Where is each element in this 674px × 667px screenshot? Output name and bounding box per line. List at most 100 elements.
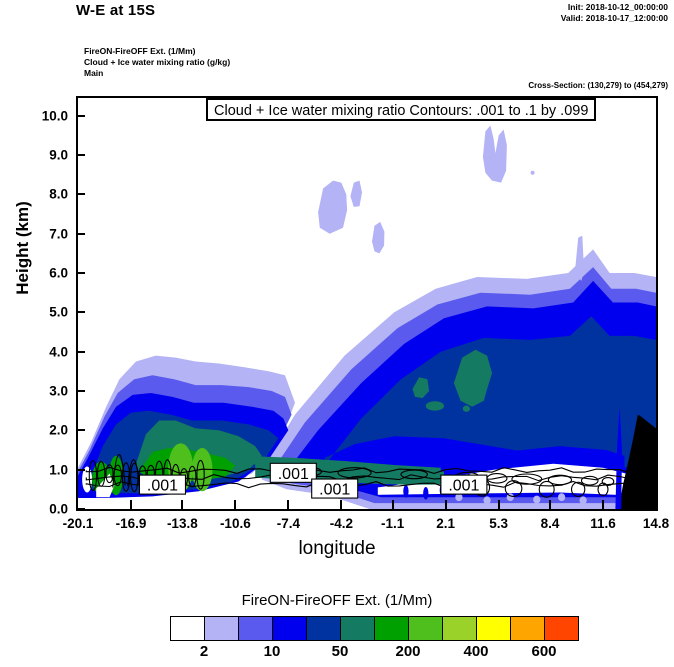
plume-spike	[574, 235, 584, 281]
y-tick-mark	[76, 390, 85, 392]
contour-cell-0	[88, 460, 98, 492]
x-tick-label: -10.6	[219, 516, 251, 531]
colorbar-cell	[374, 616, 409, 641]
contour-cell-12	[188, 465, 197, 488]
colorbar-tick-label: 50	[331, 643, 349, 660]
x-tick-mark	[497, 500, 500, 509]
upper-cloud-right	[482, 125, 507, 183]
colorbar-cell	[408, 616, 443, 641]
colorbar-cell	[340, 616, 375, 641]
x-tick-label: -1.1	[381, 516, 405, 531]
x-tick-mark	[391, 500, 394, 509]
colorbar-cell	[238, 616, 273, 641]
low-blue-speck-1	[423, 486, 429, 500]
contour-cell-2	[105, 464, 114, 484]
field-description: FireON-FireOFF Ext. (1/Mm) Cloud + Ice w…	[84, 46, 230, 80]
colorbar-cell	[170, 616, 205, 641]
contour-cell-4	[121, 462, 131, 492]
y-tick-label: 5.0	[49, 304, 68, 320]
y-tick-label: 6.0	[49, 265, 68, 281]
green-island-centre	[453, 349, 492, 407]
x-tick-label: 14.8	[642, 516, 670, 531]
x-tick-mark	[655, 500, 657, 509]
svg-text:.001: .001	[319, 482, 350, 499]
x-tick-mark	[234, 500, 237, 509]
colorbar-tick-label: 400	[463, 643, 489, 660]
y-tick-mark	[76, 193, 85, 196]
contour-title-box: Cloud + Ice water mixing ratio Contours:…	[206, 98, 597, 121]
contour-spike-left2	[127, 459, 140, 487]
y-tick-label: 8.0	[49, 186, 68, 202]
colorbar-tick-label: 2	[199, 643, 209, 660]
terrain-body	[625, 414, 656, 509]
colorbar-cell	[442, 616, 477, 641]
y-tick-label: 7.0	[49, 226, 68, 242]
upper-cloud-lower-small	[372, 221, 385, 254]
page-title: W-E at 15S	[76, 2, 156, 19]
cross-section-label: Cross-Section: (130,279) to (454,279)	[528, 81, 668, 90]
svg-text:.001: .001	[147, 478, 178, 495]
x-tick-label: -16.9	[115, 516, 147, 531]
white-gap-lower-right	[377, 463, 627, 496]
upper-cloud-left	[318, 180, 348, 234]
init-time: Init: 2018-10-12_00:00:00	[567, 2, 668, 12]
x-tick-label: -4.2	[329, 516, 353, 531]
y-tick-label: 3.0	[49, 383, 68, 399]
teal-corridor	[245, 455, 441, 475]
y-tick-label: 0.0	[49, 501, 68, 517]
contour-envelope-2	[85, 466, 643, 474]
colorbar-cell	[272, 616, 307, 641]
green-sliver-b	[462, 405, 471, 412]
colorbar-tick-label: 200	[395, 643, 421, 660]
contour-lower-loop-4	[597, 482, 609, 497]
x-tick-label: 11.6	[590, 516, 616, 531]
plume-navy-core	[324, 316, 656, 468]
y-tick-label: 2.0	[49, 422, 68, 438]
contour-loop-7	[580, 475, 599, 486]
low-blue-speck-0	[403, 485, 409, 498]
colorbar-title: FireON-FireOFF Ext. (1/Mm)	[241, 592, 433, 609]
contour-loop-1	[337, 467, 372, 479]
x-tick-mark	[287, 500, 290, 509]
colorbar-cell	[476, 616, 511, 641]
contour-cell-13	[196, 459, 205, 490]
x-tick-label: 2.1	[436, 516, 456, 531]
green-island-small	[412, 377, 430, 399]
y-tick-mark	[76, 154, 85, 157]
contour-loop-8	[601, 476, 615, 486]
field-line-extinction: FireON-FireOFF Ext. (1/Mm)	[84, 46, 196, 56]
x-tick-label: -20.1	[62, 516, 94, 531]
y-axis-labels: 0.0 1.0 2.0 3.0 4.0 5.0 6.0 7.0 8.0 9.0 10.0	[0, 96, 68, 516]
contour-label: .001	[311, 478, 359, 499]
contour-label: .001	[269, 462, 317, 483]
plot-field-area: .001 .001 .001 .001	[78, 98, 656, 509]
x-axis-labels: -20.1 -16.9 -13.8 -10.6 -7.4 -4.2 -1.1 2.1 5.3 8.…	[0, 516, 674, 536]
y-tick-mark	[76, 272, 85, 275]
x-axis-title: longitude	[298, 538, 376, 559]
colorbar-cell	[544, 616, 579, 641]
upper-cloud-speck	[530, 170, 535, 175]
x-tick-mark	[444, 500, 447, 509]
colorbar	[170, 616, 579, 641]
contour-label: .001	[440, 474, 488, 495]
filament-blue-right	[384, 446, 625, 482]
x-tick-mark	[181, 500, 184, 509]
contour-loop-5	[511, 473, 543, 485]
contour-loop-6	[547, 474, 573, 486]
svg-text:.001: .001	[448, 478, 479, 495]
low-speck-0	[455, 493, 463, 502]
field-line-domain: Main	[84, 68, 104, 79]
upper-cloud-mid-small	[350, 180, 362, 207]
x-tick-label: 8.4	[540, 516, 560, 531]
white-gap-left	[96, 473, 115, 498]
x-tick-label: 5.3	[489, 516, 509, 531]
contour-lower-loop-3	[570, 481, 586, 497]
shaded-field: .001 .001 .001 .001	[78, 125, 656, 509]
field-line-mixing-ratio: Cloud + Ice water mixing ratio (g/kg)	[84, 57, 231, 68]
colorbar-cell	[306, 616, 341, 641]
contour-loop-2	[400, 469, 428, 480]
y-axis-title: Height (km)	[13, 201, 32, 295]
contour-cell-1	[96, 461, 106, 487]
y-tick-mark	[76, 429, 85, 432]
y-tick-mark	[76, 508, 85, 510]
